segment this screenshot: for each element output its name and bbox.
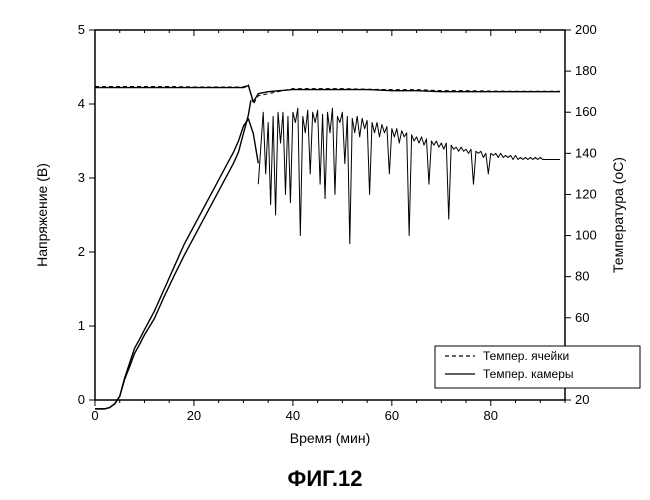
svg-text:20: 20 — [575, 392, 589, 407]
svg-text:1: 1 — [78, 318, 85, 333]
svg-text:160: 160 — [575, 104, 597, 119]
svg-text:20: 20 — [187, 408, 201, 423]
svg-text:Темпер. ячейки: Темпер. ячейки — [483, 349, 569, 363]
svg-text:60: 60 — [385, 408, 399, 423]
svg-text:40: 40 — [286, 408, 300, 423]
svg-text:140: 140 — [575, 145, 597, 160]
svg-text:60: 60 — [575, 310, 589, 325]
svg-text:100: 100 — [575, 228, 597, 243]
svg-text:0: 0 — [91, 408, 98, 423]
svg-text:Время (мин): Время (мин) — [290, 430, 371, 446]
svg-text:120: 120 — [575, 186, 597, 201]
svg-text:Темпер. камеры: Темпер. камеры — [483, 367, 574, 381]
svg-text:Напряжение (В): Напряжение (В) — [34, 163, 50, 267]
svg-text:2: 2 — [78, 244, 85, 259]
svg-text:200: 200 — [575, 22, 597, 37]
svg-text:80: 80 — [484, 408, 498, 423]
svg-text:Температура (oC): Температура (oC) — [610, 157, 626, 273]
figure-caption: ФИГ.12 — [0, 466, 650, 492]
svg-text:3: 3 — [78, 170, 85, 185]
chart-svg: 0 1 2 3 4 5 Напряжение (В) 20 40 60 80 100 120 140 160… — [0, 0, 650, 455]
svg-text:4: 4 — [78, 96, 85, 111]
svg-text:80: 80 — [575, 269, 589, 284]
svg-text:180: 180 — [575, 63, 597, 78]
svg-text:0: 0 — [78, 392, 85, 407]
chart-container: 0 1 2 3 4 5 Напряжение (В) 20 40 60 80 100 120 140 160… — [0, 0, 650, 500]
svg-text:5: 5 — [78, 22, 85, 37]
